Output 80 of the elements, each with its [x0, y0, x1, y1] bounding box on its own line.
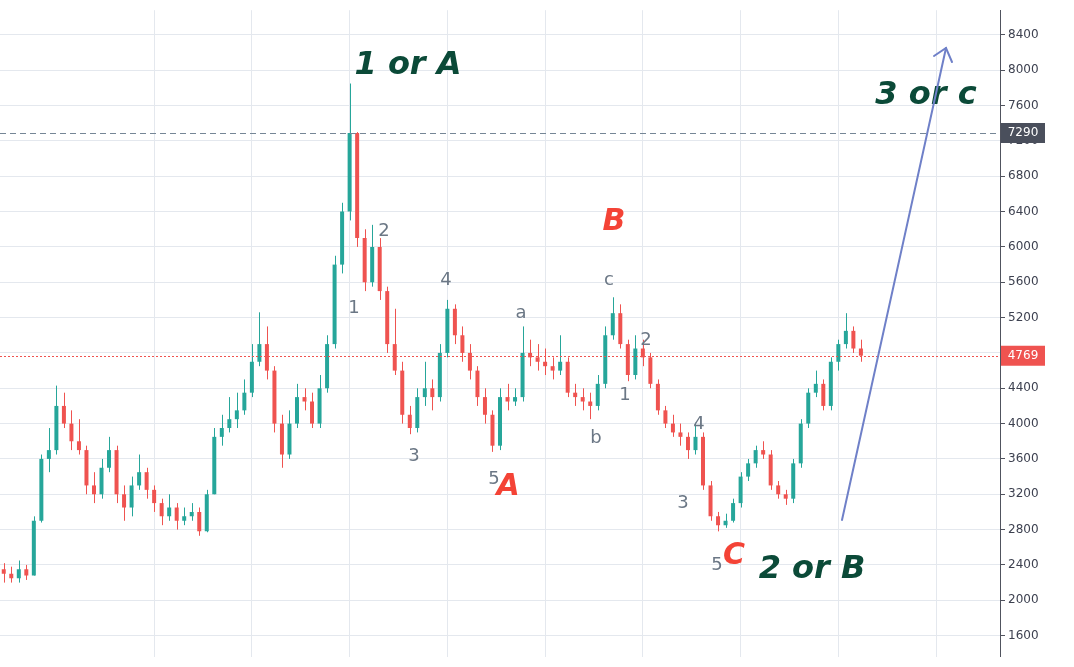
candlestick [242, 378, 247, 416]
candlestick [610, 296, 615, 341]
candlestick [813, 370, 818, 398]
candlestick [76, 418, 81, 456]
candlestick [107, 436, 112, 473]
annotation: C [722, 535, 746, 571]
y-tick-label: 8400 [1008, 27, 1039, 42]
candlestick [219, 414, 224, 447]
ref-line-label: 7290 [1007, 125, 1039, 140]
annotation: 1 or A [354, 44, 462, 83]
y-tick-label: 7600 [1008, 97, 1039, 112]
annotation: 4 [440, 267, 452, 289]
candlestick [197, 507, 202, 537]
candlestick [663, 405, 668, 429]
annotation: a [515, 300, 527, 322]
candlestick [144, 467, 149, 500]
y-tick-label: 3200 [1008, 486, 1039, 501]
annotation: 2 or B [758, 548, 866, 587]
candlestick [558, 334, 563, 376]
candlestick [152, 484, 157, 513]
candlestick [746, 458, 751, 482]
candlestick [595, 374, 600, 411]
candlestick [422, 361, 427, 407]
candlestick [685, 431, 690, 460]
annotation: 2 [640, 327, 652, 349]
candlestick [407, 405, 412, 435]
y-tick-label: 6000 [1008, 239, 1039, 254]
candlestick [159, 498, 164, 526]
candlestick [69, 409, 74, 451]
candlestick [174, 502, 179, 531]
candlestick [122, 484, 127, 522]
candlestick [821, 378, 826, 411]
annotation: c [604, 267, 614, 289]
candlestick [731, 498, 736, 524]
annotation: 3 [408, 443, 420, 465]
y-tick-label: 3600 [1008, 451, 1039, 466]
candlestick [836, 339, 841, 372]
candlestick [580, 387, 585, 411]
candlestick [670, 414, 675, 438]
candlestick [482, 387, 487, 425]
candlestick [310, 392, 315, 429]
y-tick-label: 2800 [1008, 521, 1039, 536]
candlestick [16, 560, 21, 584]
y-tick-label: 2400 [1008, 557, 1039, 572]
y-tick-label: 5200 [1008, 309, 1039, 324]
candlestick [91, 471, 96, 504]
annotation: B [602, 201, 626, 237]
candlestick [257, 311, 262, 367]
candlestick [302, 387, 307, 411]
y-tick-label: 8000 [1008, 62, 1039, 77]
y-tick-label: 4400 [1008, 380, 1039, 395]
candlestick [753, 445, 758, 469]
annotation: 1 [348, 295, 360, 317]
candlestick [505, 383, 510, 411]
candlestick [430, 378, 435, 411]
annotation: 5 [711, 552, 723, 574]
candlestick [716, 511, 721, 532]
candlestick [234, 392, 239, 429]
candlestick [129, 476, 134, 517]
candlestick [851, 325, 856, 354]
candlestick [46, 427, 51, 473]
y-tick-label: 1600 [1008, 627, 1039, 642]
candlestick [1, 562, 6, 584]
annotation: 2 [378, 218, 390, 240]
annotation: 1 [619, 382, 631, 404]
candlestick [678, 423, 683, 447]
y-tick-label: 5600 [1008, 274, 1039, 289]
y-tick-label: 6400 [1008, 203, 1039, 218]
y-tick-label: 2000 [1008, 592, 1039, 607]
candlestick [61, 392, 66, 429]
candlestick [227, 396, 232, 433]
candlestick [137, 454, 142, 491]
y-tick-label: 4000 [1008, 415, 1039, 430]
y-tick-label: 6800 [1008, 168, 1039, 183]
annotation: 4 [693, 411, 705, 433]
annotation: 3 [677, 490, 689, 512]
candlestick [167, 493, 172, 522]
ref-line-label: 4769 [1007, 347, 1039, 362]
annotation: b [590, 425, 602, 447]
candlestick [843, 312, 848, 350]
